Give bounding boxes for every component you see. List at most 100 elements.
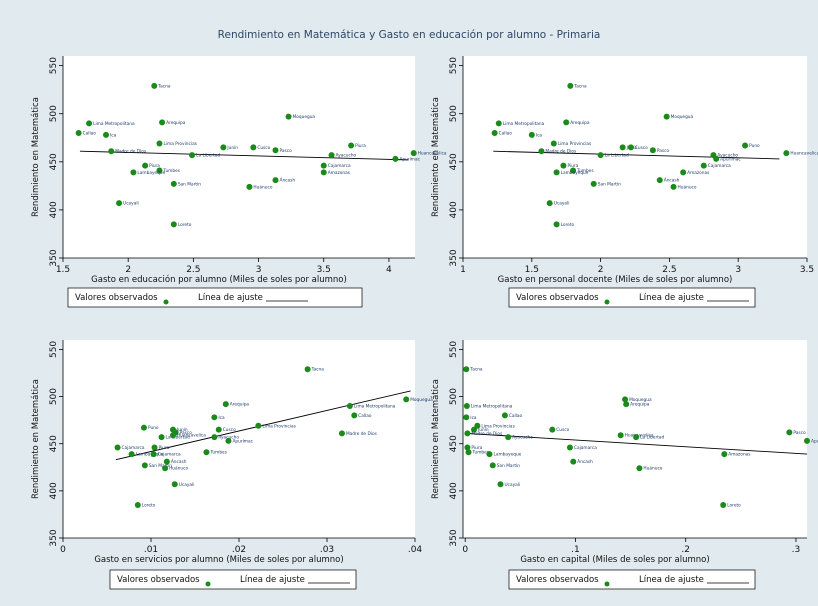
point-label: San Martín: [497, 462, 520, 469]
data-point: [158, 434, 165, 441]
data-point: [225, 437, 232, 444]
data-point: [505, 434, 512, 441]
data-point: [627, 144, 634, 151]
data-point: [171, 481, 178, 488]
point-label: Ayacucho: [717, 153, 738, 159]
point-label: Ucayali: [504, 482, 520, 488]
data-point: [619, 144, 626, 151]
data-point: [103, 131, 110, 138]
point-label: Moquegua: [629, 397, 652, 403]
point-label: Tumbes: [472, 450, 490, 456]
fit-line: [79, 150, 409, 161]
data-point: [156, 140, 163, 147]
point-label: Apurímac: [720, 155, 741, 162]
legend-marker: [163, 299, 169, 305]
data-point: [501, 412, 508, 419]
point-label: La Libertad: [640, 435, 664, 441]
y-tick-label: 550: [449, 341, 459, 358]
point-label: Amazonas: [687, 170, 710, 176]
data-point: [348, 142, 355, 149]
data-point: [304, 366, 311, 373]
data-point: [150, 451, 157, 458]
x-tick-label: 3: [256, 265, 262, 275]
point-label: Áncash: [280, 177, 296, 184]
y-tick-label: 400: [49, 201, 59, 218]
data-point: [222, 401, 229, 408]
legend: Valores observados Línea de ajuste: [508, 569, 756, 590]
data-point: [720, 502, 727, 508]
y-axis-title: Rendimiento en Matemática: [31, 97, 41, 217]
data-point: [495, 120, 502, 127]
point-label: Amazonas: [728, 452, 751, 458]
legend-observed-label: Valores observados: [117, 575, 200, 585]
point-label: Madre de Dios: [346, 431, 378, 437]
data-point: [151, 444, 158, 451]
y-tick-label: 550: [449, 57, 459, 74]
data-point: [553, 221, 560, 228]
point-label: Ayacucho: [512, 435, 533, 441]
x-tick-label: 3.5: [800, 265, 814, 275]
x-tick-label: .02: [232, 545, 246, 555]
point-label: Loreto: [178, 222, 192, 228]
legend: Valores observados Línea de ajuste: [67, 287, 363, 308]
data-point: [189, 152, 196, 159]
x-tick-label: 2.5: [186, 265, 200, 275]
point-label: Ayacucho: [218, 435, 239, 441]
y-tick-label: 350: [49, 529, 59, 546]
legend-observed-label: Valores observados: [516, 293, 599, 303]
data-point: [338, 430, 345, 437]
legend-observed-label: Valores observados: [516, 575, 599, 585]
data-point: [156, 167, 163, 174]
point-label: Huánuco: [169, 465, 188, 472]
point-label: La Libertad: [166, 435, 190, 441]
point-label: Cajamarca: [574, 445, 597, 451]
legend-box: [508, 287, 756, 308]
data-point: [162, 465, 169, 472]
y-tick-label: 350: [49, 249, 59, 266]
data-point: [742, 142, 749, 149]
plot-area: [463, 56, 807, 258]
y-tick-label: 450: [49, 153, 59, 170]
data-point: [721, 451, 728, 458]
point-label: Huancavelica: [177, 433, 206, 439]
point-label: Ayacucho: [336, 153, 357, 159]
data-point: [804, 437, 810, 444]
x-tick-label: 1: [460, 265, 466, 275]
point-label: Madre de Dios: [471, 431, 503, 437]
data-point: [463, 403, 470, 409]
y-axis-title: Rendimiento en Matemática: [31, 379, 41, 499]
point-label: Cusco: [635, 145, 648, 151]
point-label: Ica: [536, 132, 543, 138]
data-point: [215, 426, 222, 433]
data-point: [250, 144, 257, 151]
chart-panel-2: 350 400 450 500 550 1 1.5 2 2.5 3 3.5 Gasto en pers…: [431, 56, 818, 308]
x-axis-title: Gasto en educación por alumno (Miles de …: [91, 274, 347, 285]
data-point: [497, 481, 504, 488]
x-tick-label: 1.5: [525, 265, 539, 275]
data-point: [622, 396, 629, 403]
x-tick-label: 2: [125, 265, 131, 275]
point-label: Lambayeque: [136, 452, 164, 458]
point-label: Arequipa: [570, 120, 590, 126]
data-point: [656, 177, 663, 184]
y-tick-label: 350: [449, 529, 459, 546]
data-point: [464, 444, 471, 451]
point-label: Lima Provincias: [262, 423, 296, 429]
y-tick-label: 550: [49, 341, 59, 358]
data-point: [163, 458, 170, 465]
data-point: [570, 167, 577, 174]
chart-panel-4: 350 400 450 500 550 0 .1 .2 .3 Gasto en capital (…: [431, 340, 818, 590]
x-tick-label: 0: [60, 545, 66, 555]
chart-panel-1: 350 400 450 500 550 1.5 2 2.5 3 3.5 4 Gasto en educ…: [31, 56, 447, 308]
data-point: [623, 401, 630, 408]
data-point: [285, 113, 292, 120]
data-point: [680, 169, 687, 176]
point-label: Tumbes: [162, 168, 180, 174]
data-point: [142, 162, 149, 169]
point-label: Moquegua: [671, 114, 694, 120]
point-label: Tacna: [157, 83, 171, 89]
legend-fit-label: Línea de ajuste: [639, 575, 704, 585]
point-label: Callao: [499, 130, 513, 136]
